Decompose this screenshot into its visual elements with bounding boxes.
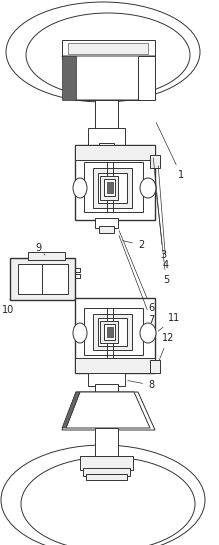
Text: 4: 4 [158, 166, 169, 270]
Text: 3: 3 [153, 158, 166, 260]
Text: 9: 9 [35, 243, 45, 255]
Bar [95, 218, 118, 228]
Bar [107, 182, 113, 193]
Polygon shape [62, 56, 76, 100]
Bar [150, 155, 160, 168]
Bar [75, 145, 155, 160]
Bar [84, 162, 143, 212]
Bar [75, 145, 155, 220]
Bar [150, 360, 160, 373]
Text: 8: 8 [128, 380, 154, 390]
Text: 6: 6 [119, 231, 154, 313]
Polygon shape [62, 56, 155, 100]
Text: 5: 5 [156, 193, 169, 285]
Bar [104, 179, 115, 196]
Bar [107, 327, 113, 337]
Bar [100, 321, 118, 343]
Bar [28, 252, 65, 260]
Ellipse shape [21, 457, 195, 545]
Bar [83, 468, 130, 476]
Bar [99, 226, 114, 233]
Bar [99, 143, 114, 150]
Text: 11: 11 [158, 313, 180, 331]
Text: 2: 2 [123, 240, 144, 250]
Bar [88, 371, 125, 386]
Bar [95, 384, 118, 392]
Polygon shape [62, 392, 155, 430]
Bar [75, 358, 155, 373]
Bar [95, 428, 118, 458]
Bar [98, 318, 127, 346]
Text: 12: 12 [159, 333, 174, 360]
Bar [104, 324, 115, 340]
Bar [75, 298, 155, 373]
Ellipse shape [1, 445, 205, 545]
Text: 1: 1 [156, 123, 184, 180]
Bar [93, 314, 132, 350]
Ellipse shape [73, 178, 87, 198]
Bar [84, 308, 143, 355]
Ellipse shape [73, 323, 87, 343]
Bar [80, 456, 133, 470]
Ellipse shape [6, 2, 200, 102]
Bar [88, 128, 125, 145]
Bar [10, 274, 80, 278]
Bar [18, 264, 68, 294]
Bar [86, 474, 127, 480]
Ellipse shape [26, 13, 190, 97]
Bar [95, 100, 118, 130]
Bar [100, 176, 118, 200]
Bar [93, 168, 132, 208]
Polygon shape [66, 392, 150, 428]
Polygon shape [68, 43, 148, 54]
Text: 10: 10 [2, 299, 14, 315]
Text: 7: 7 [119, 235, 154, 325]
Ellipse shape [140, 323, 156, 343]
Bar [10, 258, 75, 300]
Bar [10, 268, 80, 272]
Polygon shape [62, 392, 80, 428]
Bar [98, 173, 127, 203]
Polygon shape [138, 56, 155, 100]
Polygon shape [62, 40, 155, 56]
Ellipse shape [140, 178, 156, 198]
